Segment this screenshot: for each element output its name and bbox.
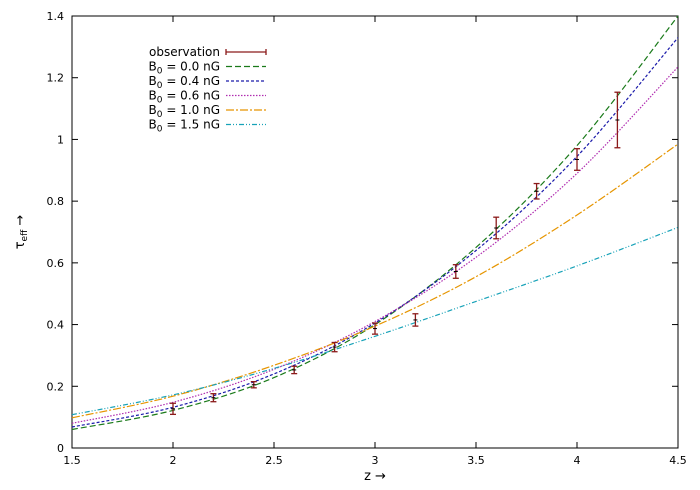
observation-point xyxy=(412,313,419,327)
axis-ticks: 1.5 2 2.5 3 3.5 4 4.5 0 0.2 0.4 0.6 0.8 1 1.2 1.4 xyxy=(47,10,687,467)
observation-point xyxy=(493,216,500,240)
legend-label-main: B xyxy=(149,103,157,117)
legend-label-1: B0 = 0.4 nG xyxy=(149,74,220,91)
x-tick-label: 4.5 xyxy=(669,454,687,467)
observation-points xyxy=(170,91,621,416)
legend-label-main: B xyxy=(149,89,157,103)
legend-label-observation: observation xyxy=(149,45,220,59)
legend-label-sub: 0 xyxy=(157,67,163,77)
observation-point xyxy=(250,381,257,389)
legend-label-main: B xyxy=(149,60,157,74)
y-tick-label: 1.4 xyxy=(47,10,65,23)
legend-label-rest: = 1.5 nG xyxy=(163,118,221,132)
x-tick-label: 4 xyxy=(574,454,581,467)
observation-point xyxy=(170,402,176,416)
legend-label-2: B0 = 0.6 nG xyxy=(149,89,220,106)
observation-point xyxy=(372,322,378,335)
y-tick-label: 1.2 xyxy=(47,72,65,85)
y-tick-label: 0.2 xyxy=(47,380,65,393)
legend-label-sub: 0 xyxy=(157,81,163,91)
legend-label-sub: 0 xyxy=(157,96,163,106)
legend-label-3: B0 = 1.0 nG xyxy=(149,103,220,120)
observation-point xyxy=(291,365,298,375)
x-tick-label: 3.5 xyxy=(467,454,485,467)
observation-point xyxy=(614,91,621,149)
observation-point xyxy=(452,264,459,279)
legend-label-rest: = 1.0 nG xyxy=(163,103,221,117)
y-axis-label-sub: eff xyxy=(20,229,30,242)
observation-point xyxy=(331,341,338,353)
y-tick-label: 0.8 xyxy=(47,195,65,208)
legend-label-sub: 0 xyxy=(157,125,163,135)
y-tick-label: 0 xyxy=(57,442,64,455)
legend-label-rest: = 0.6 nG xyxy=(163,89,221,103)
observation-point xyxy=(533,182,540,200)
y-axis-label-arrow: → xyxy=(13,215,28,230)
legend-label-rest: = 0.0 nG xyxy=(163,60,221,74)
x-tick-label: 1.5 xyxy=(63,454,81,467)
legend-label-sub: 0 xyxy=(157,110,163,120)
y-tick-label: 0.6 xyxy=(47,257,65,270)
x-tick-label: 2.5 xyxy=(265,454,283,467)
observation-point xyxy=(210,393,217,403)
legend-label-4: B0 = 1.5 nG xyxy=(149,118,220,135)
series-line-4 xyxy=(71,226,679,416)
y-tick-label: 1 xyxy=(57,133,64,146)
y-axis-label-main: τ xyxy=(13,241,28,249)
series-line-2 xyxy=(71,66,679,424)
y-axis-label: τeff → xyxy=(13,215,30,250)
x-axis-label: z → xyxy=(364,469,386,484)
series-line-3 xyxy=(71,143,679,419)
legend-label-0: B0 = 0.0 nG xyxy=(149,60,220,77)
legend-label-main: B xyxy=(149,118,157,132)
legend-label-rest: = 0.4 nG xyxy=(163,74,221,88)
x-tick-label: 3 xyxy=(372,454,379,467)
observation-point xyxy=(574,148,580,171)
legend-label-main: B xyxy=(149,74,157,88)
y-tick-label: 0.4 xyxy=(47,319,65,332)
x-tick-label: 2 xyxy=(170,454,177,467)
